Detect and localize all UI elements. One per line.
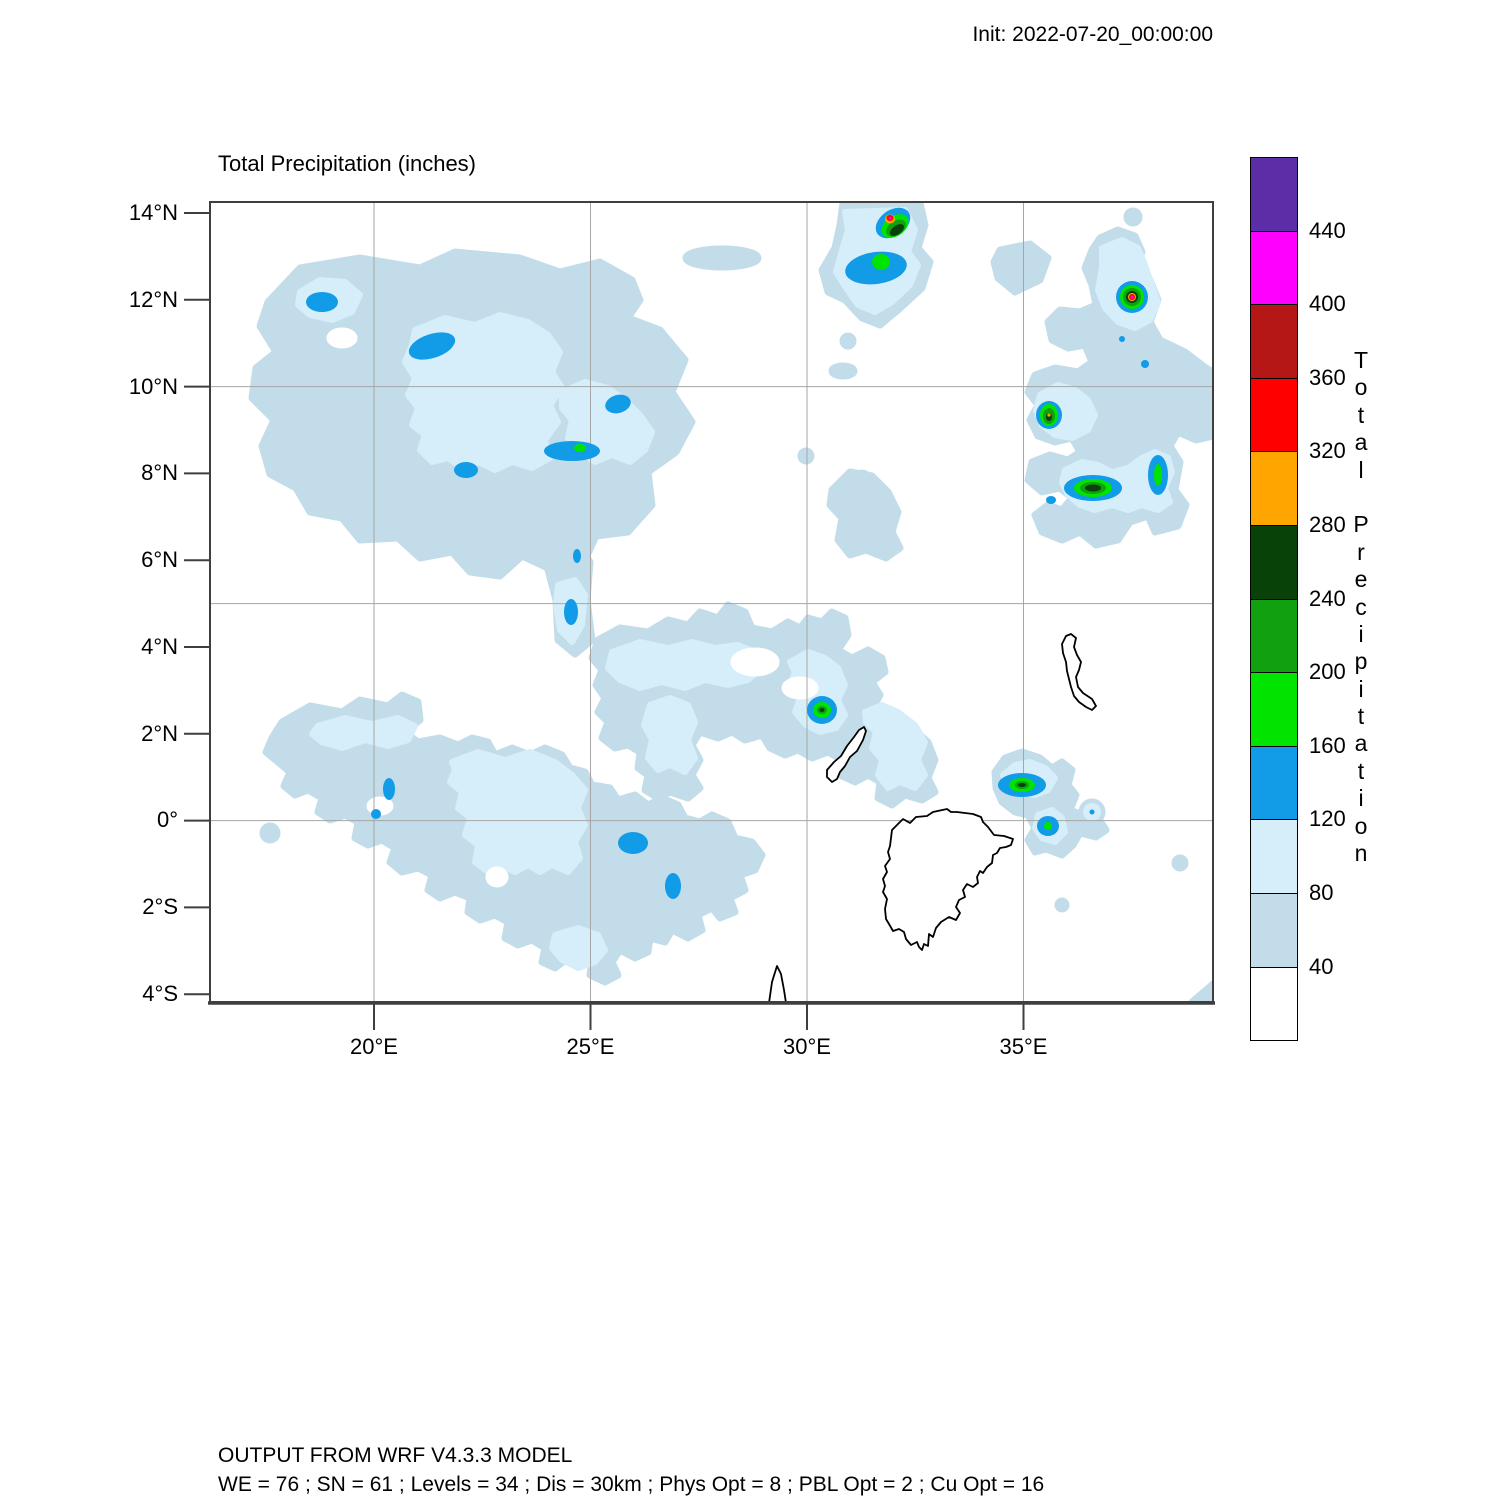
colorbar-segment	[1251, 673, 1297, 747]
colorbar-title-char: n	[1354, 840, 1368, 867]
colorbar-segment	[1251, 967, 1297, 1041]
y-axis-label: 14°N	[128, 200, 178, 225]
y-axis-label: 2°N	[141, 720, 178, 746]
colorbar-tick-label: 80	[1309, 880, 1334, 905]
colorbar-tick-label: 40	[1309, 953, 1334, 979]
footer-model-line: OUTPUT FROM WRF V4.3.3 MODEL	[218, 1444, 573, 1467]
colorbar-title-char: r	[1357, 538, 1365, 565]
lake-turkana-outline	[1061, 633, 1097, 711]
y-axis-label: 2°S	[142, 894, 178, 920]
colorbar-title-char: t	[1357, 757, 1365, 784]
plot-title: Total Precipitation (inches)	[218, 151, 477, 176]
map-gridlines	[211, 203, 1212, 1001]
y-axis-label: 4°S	[142, 981, 178, 1007]
colorbar-title-char: a	[1354, 730, 1368, 757]
colorbar-tick-label: 200	[1309, 659, 1346, 685]
contour-level-240	[819, 224, 1138, 787]
y-axis-label: 0°	[156, 807, 178, 833]
colorbar-title-char: a	[1354, 429, 1368, 456]
y-axis-label: 12°N	[128, 286, 178, 312]
colorbar-segment	[1251, 158, 1297, 232]
colorbar-segment	[1251, 231, 1297, 306]
colorbar-tick-label: 160	[1309, 732, 1346, 758]
lake-victoria-outline	[882, 808, 1014, 951]
x-axis-label: 30°E	[783, 1034, 831, 1059]
colorbar-segment	[1251, 599, 1297, 674]
colorbar-segment	[1251, 820, 1297, 894]
colorbar-title-char: t	[1357, 703, 1365, 730]
colorbar-title-char: o	[1354, 374, 1368, 401]
colorbar-tick-label: 120	[1309, 806, 1346, 832]
colorbar-title-char: e	[1354, 566, 1368, 593]
footer-config-line: WE = 76 ; SN = 61 ; Levels = 34 ; Dis = …	[218, 1473, 1045, 1496]
colorbar-tick-label: 320	[1309, 438, 1346, 464]
colorbar-title-char	[1344, 484, 1378, 511]
y-axis-label: 8°N	[141, 460, 178, 486]
y-axis-label: 4°N	[141, 633, 178, 659]
colorbar-title-char: T	[1353, 347, 1369, 373]
colorbar-segment	[1251, 452, 1297, 526]
colorbar-title-char: l	[1358, 456, 1364, 483]
x-axis-ticks	[373, 1003, 1025, 1030]
colorbar	[1250, 157, 1298, 1042]
colorbar-segment	[1251, 746, 1297, 821]
colorbar-segment	[1251, 893, 1297, 968]
colorbar-tick-label: 400	[1309, 291, 1346, 317]
y-axis-label: 6°N	[141, 547, 178, 573]
contour-level-40	[248, 203, 1212, 1001]
colorbar-segment	[1251, 305, 1297, 379]
colorbar-title-char: i	[1358, 620, 1364, 647]
colorbar-title-char: t	[1357, 401, 1365, 428]
colorbar-title-char: i	[1358, 785, 1364, 812]
y-axis-label: 10°N	[128, 373, 178, 399]
footer-text: OUTPUT FROM WRF V4.3.3 MODEL WE = 76 ; S…	[218, 1441, 1044, 1499]
colorbar-tick-label: 240	[1309, 585, 1346, 611]
x-axis-label: 20°E	[350, 1034, 398, 1059]
colorbar-tick-label: 360	[1309, 364, 1346, 390]
x-axis-label: 35°E	[999, 1034, 1048, 1059]
lake-outlines	[768, 633, 1097, 1001]
colorbar-title-char: i	[1358, 675, 1364, 702]
lake-albert-outline	[826, 726, 867, 783]
x-axis-label: 25°E	[566, 1034, 615, 1059]
y-axis-ticks	[184, 212, 209, 996]
colorbar-title-char: o	[1354, 812, 1368, 839]
colorbar-segment	[1251, 525, 1297, 600]
contour-level-400	[888, 216, 1134, 299]
contour-holes	[326, 327, 819, 888]
lake-tanganyika-tip-outline	[768, 965, 787, 1001]
colorbar-tick-label: 280	[1309, 512, 1346, 537]
colorbar-title-char: P	[1353, 511, 1369, 538]
colorbar-tick-label: 440	[1309, 217, 1346, 243]
colorbar-title-char: c	[1355, 593, 1367, 620]
contour-fill-layers	[211, 203, 1212, 1001]
colorbar-title-char: p	[1354, 648, 1368, 675]
init-timestamp: Init: 2022-07-20_00:00:00	[972, 23, 1213, 46]
colorbar-segment	[1251, 378, 1297, 453]
